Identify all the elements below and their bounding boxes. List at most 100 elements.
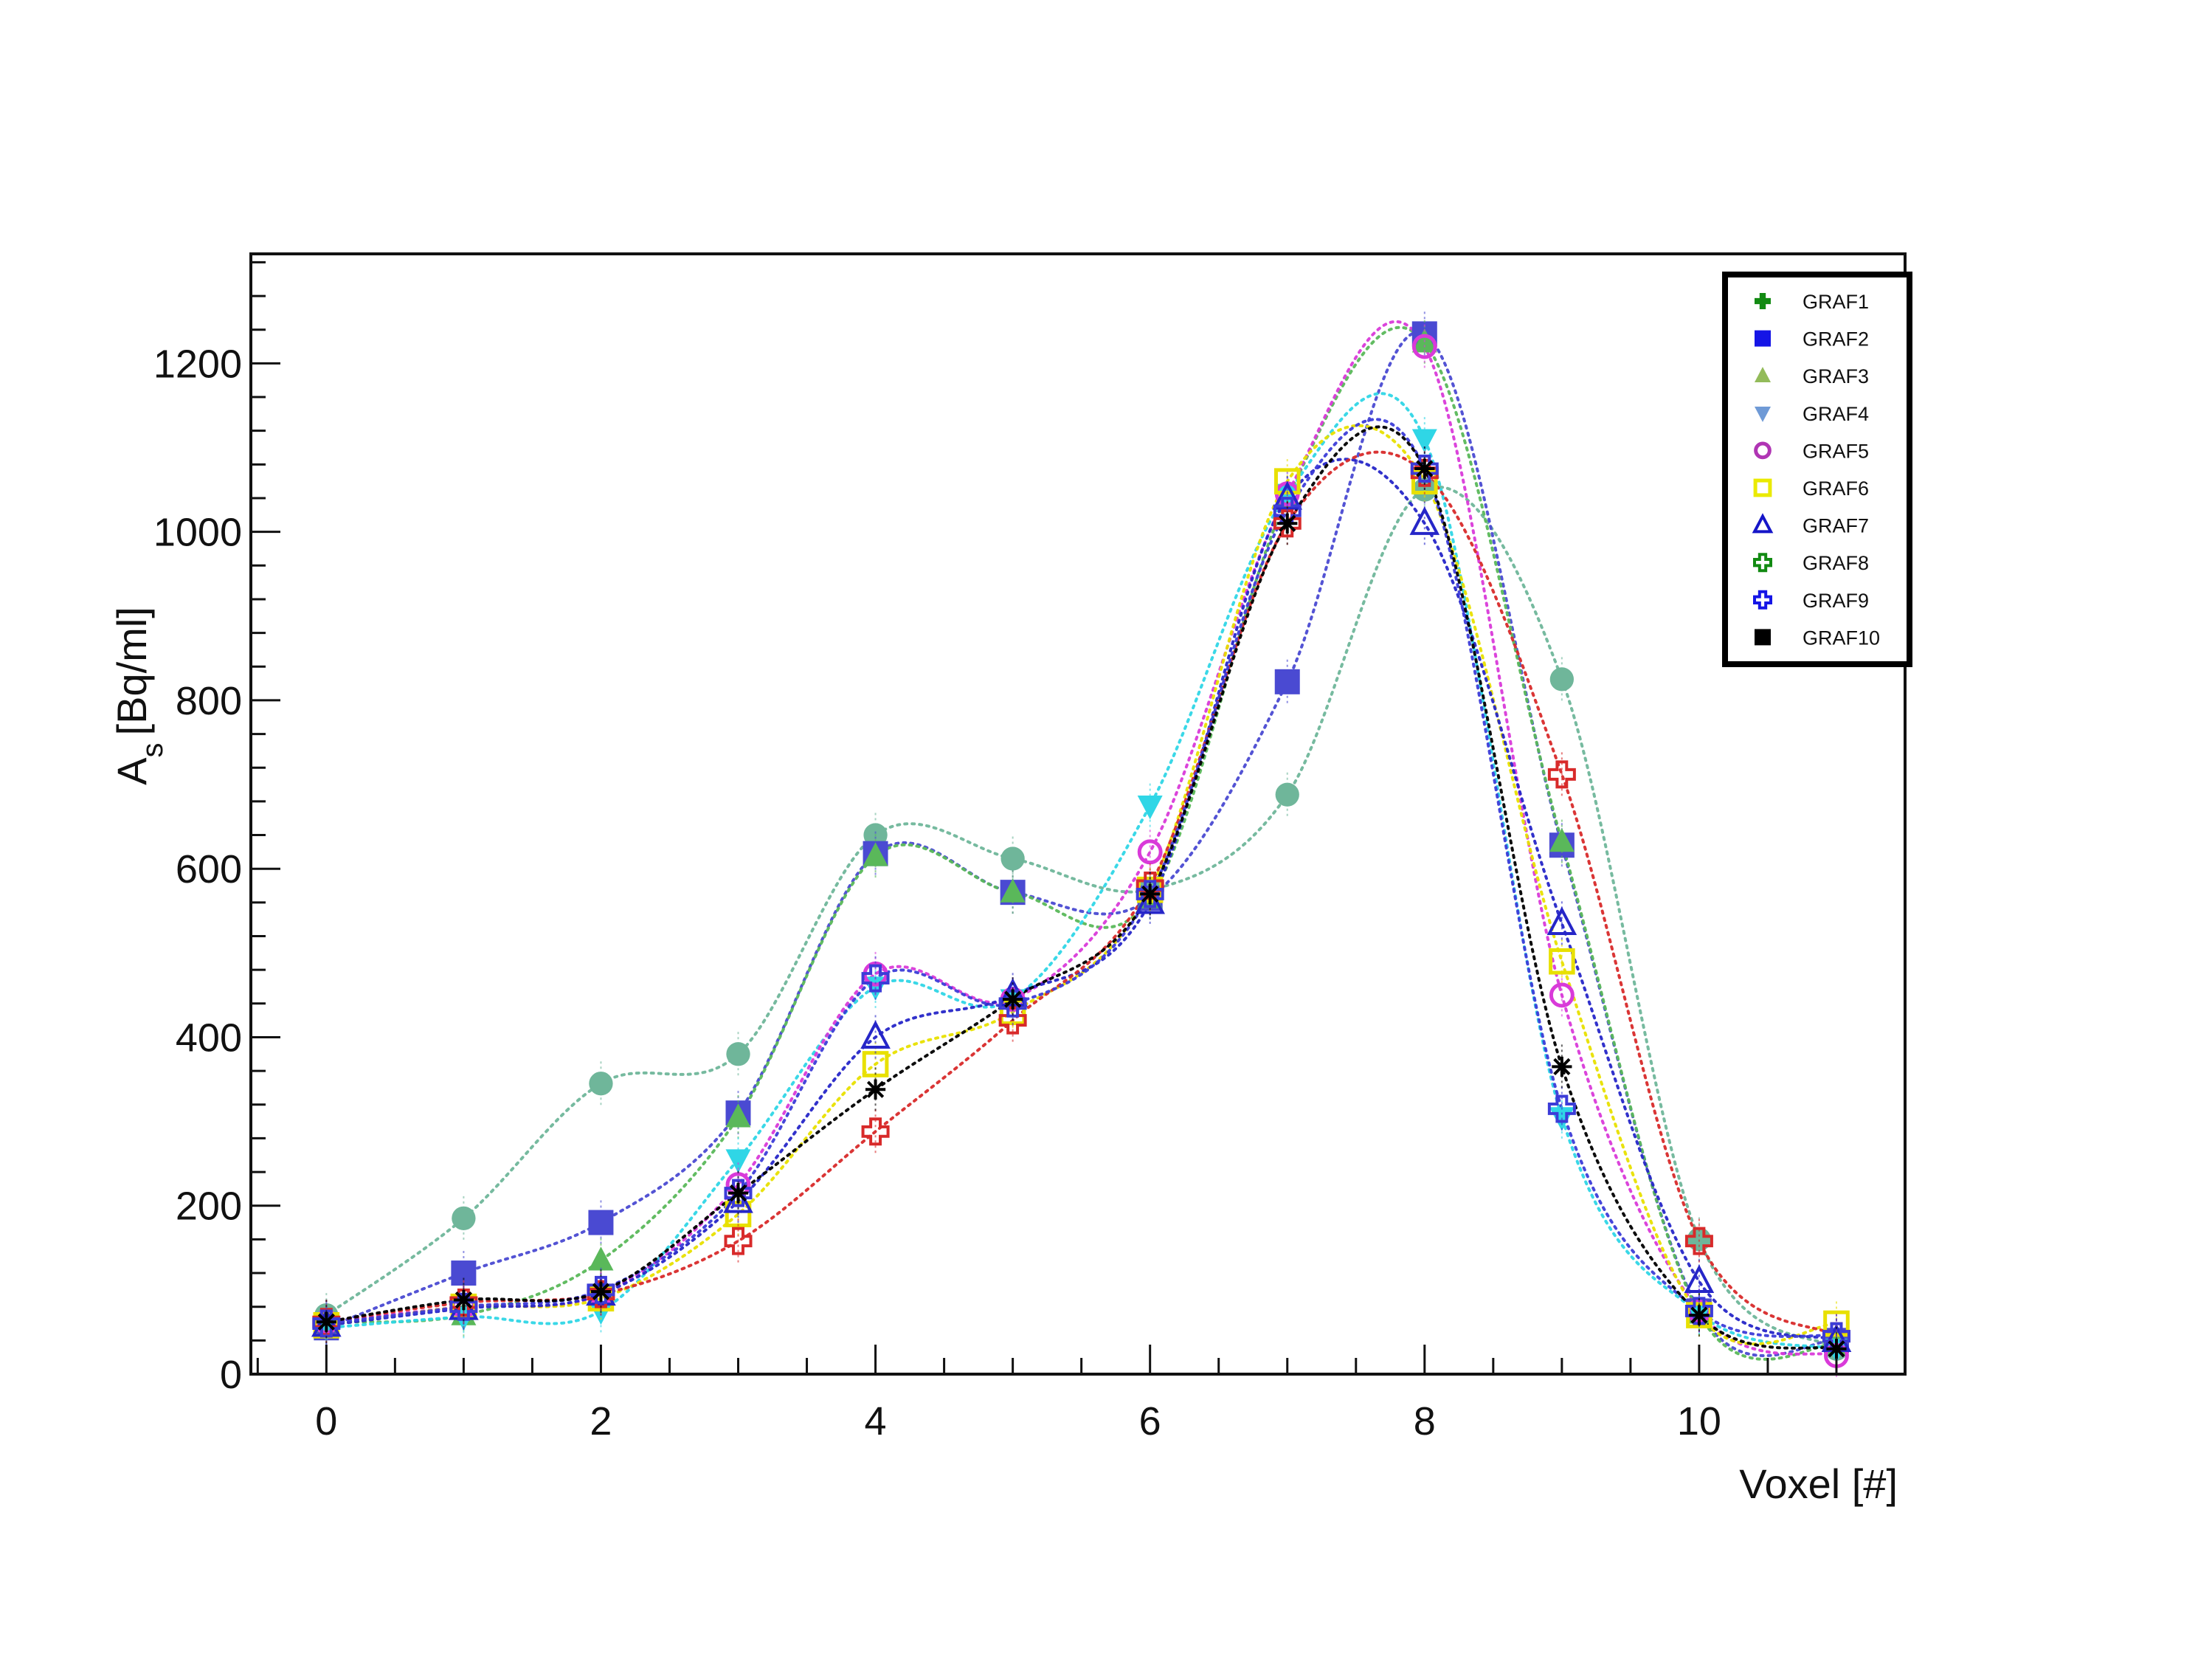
marker-shape [1690, 1306, 1708, 1324]
plot-layer [311, 311, 1852, 1378]
data-point-graf10 [1826, 1339, 1847, 1359]
data-point-graf10 [1552, 1056, 1572, 1077]
data-point-graf10 [1003, 989, 1023, 1010]
data-point-graf10 [727, 1183, 749, 1204]
legend-label-graf3: GRAF3 [1803, 365, 1869, 387]
legend-label-graf1: GRAF1 [1803, 291, 1869, 313]
legend-marker-graf6 [1753, 478, 1772, 497]
data-point-graf2 [588, 1210, 614, 1235]
series-line-graf2 [325, 330, 1838, 1357]
legend-marker-graf1 [1755, 293, 1772, 309]
data-point-graf10 [316, 1311, 336, 1332]
legend-label-graf6: GRAF6 [1803, 477, 1869, 500]
marker-shape [1755, 367, 1771, 382]
data-point-graf8 [724, 1227, 753, 1255]
marker-shape [1828, 1340, 1845, 1358]
data-point-graf5 [1411, 334, 1437, 359]
marker-shape [1549, 948, 1575, 975]
marker-shape [1549, 827, 1575, 852]
marker-shape [861, 1117, 890, 1146]
marker-shape [1409, 506, 1440, 535]
y-tick-label: 400 [176, 1015, 242, 1060]
marker-shape [452, 1206, 476, 1230]
y-axis-title-text: As [Bq/ml] [108, 607, 169, 785]
legend-marker-graf7 [1752, 513, 1774, 534]
data-point-graf3 [588, 1246, 614, 1271]
axes-layer: 0 200 400 600 800 1000 1200 0 2 4 6 8 10 Voxel [#] As [… [108, 252, 1907, 1507]
data-point-graf8 [1684, 1227, 1713, 1255]
x-tick-label: 4 [865, 1399, 887, 1444]
series-line-graf8 [325, 450, 1838, 1338]
marker-shape [1684, 1264, 1715, 1294]
data-point-graf4 [725, 1149, 751, 1173]
data-point-graf1 [726, 1042, 750, 1066]
marker-shape [729, 1184, 747, 1202]
legend-label-graf10: GRAF10 [1803, 627, 1880, 649]
data-point-graf6 [1549, 948, 1575, 975]
marker-shape [725, 1149, 751, 1173]
y-tick-label: 0 [220, 1353, 242, 1397]
plot-frame [249, 252, 1907, 1376]
data-point-graf4 [1137, 795, 1163, 820]
data-point-graf9 [1547, 1094, 1576, 1123]
legend-marker-graf5 [1754, 441, 1772, 460]
marker-shape [449, 1292, 478, 1321]
data-point-graf3 [863, 842, 888, 866]
data-point-graf1 [1000, 846, 1025, 871]
x-tick-label: 2 [590, 1399, 612, 1444]
data-point-graf1 [1275, 782, 1299, 807]
data-point-graf5 [1137, 839, 1163, 865]
marker-shape [724, 1227, 753, 1255]
y-tick-label: 600 [176, 847, 242, 891]
marker-shape [1753, 590, 1772, 610]
marker-shape [317, 1313, 335, 1331]
marker-shape [1549, 667, 1575, 691]
series-line-graf7 [325, 458, 1838, 1342]
data-point-graf7 [1546, 906, 1577, 935]
data-point-graf3 [1549, 827, 1575, 852]
y-axis-unit: [Bq/ml] [108, 607, 155, 735]
legend-marker-graf4 [1755, 407, 1771, 422]
marker-shape [1416, 460, 1434, 477]
marker-shape [1553, 1058, 1571, 1076]
marker-shape [1411, 334, 1437, 359]
marker-shape [589, 1072, 613, 1096]
marker-shape [1274, 669, 1300, 694]
data-point-graf9 [1684, 1297, 1713, 1325]
y-axis-title: As [Bq/ml] [108, 607, 169, 785]
legend-label-graf9: GRAF9 [1803, 590, 1869, 612]
data-point-graf9 [449, 1292, 478, 1321]
data-point-graf10 [1414, 458, 1435, 479]
y-tick-label: 800 [176, 679, 242, 723]
data-point-graf1 [1549, 667, 1575, 691]
data-point-graf3 [725, 1103, 751, 1128]
data-point-graf8 [861, 1117, 890, 1146]
x-axis-title: Voxel [#] [1739, 1460, 1898, 1507]
y-tick-label: 1200 [153, 342, 242, 386]
data-point-graf10 [1140, 883, 1161, 905]
marker-shape [725, 1103, 751, 1128]
marker-shape [1753, 553, 1772, 573]
marker-shape [1684, 1297, 1713, 1325]
data-point-graf7 [1409, 506, 1440, 535]
y-tick-label: 200 [176, 1184, 242, 1229]
data-point-graf8 [1547, 760, 1576, 789]
marker-shape [726, 1042, 750, 1066]
y-tick-label: 1000 [153, 511, 242, 555]
legend-label-graf2: GRAF2 [1803, 328, 1869, 351]
marker-shape [455, 1291, 473, 1309]
marker-shape [1137, 839, 1163, 865]
marker-shape [1000, 846, 1025, 871]
marker-shape [1684, 1227, 1713, 1255]
marker-shape [861, 964, 890, 993]
data-point-graf1 [589, 1072, 613, 1096]
marker-shape [866, 1080, 885, 1098]
legend-label-graf8: GRAF8 [1803, 552, 1869, 574]
marker-shape [1547, 1094, 1576, 1123]
marker-shape [1547, 760, 1576, 789]
marker-shape [1753, 478, 1772, 497]
marker-shape [1000, 878, 1026, 903]
data-point-graf1 [452, 1206, 476, 1230]
marker-shape [1279, 514, 1296, 532]
